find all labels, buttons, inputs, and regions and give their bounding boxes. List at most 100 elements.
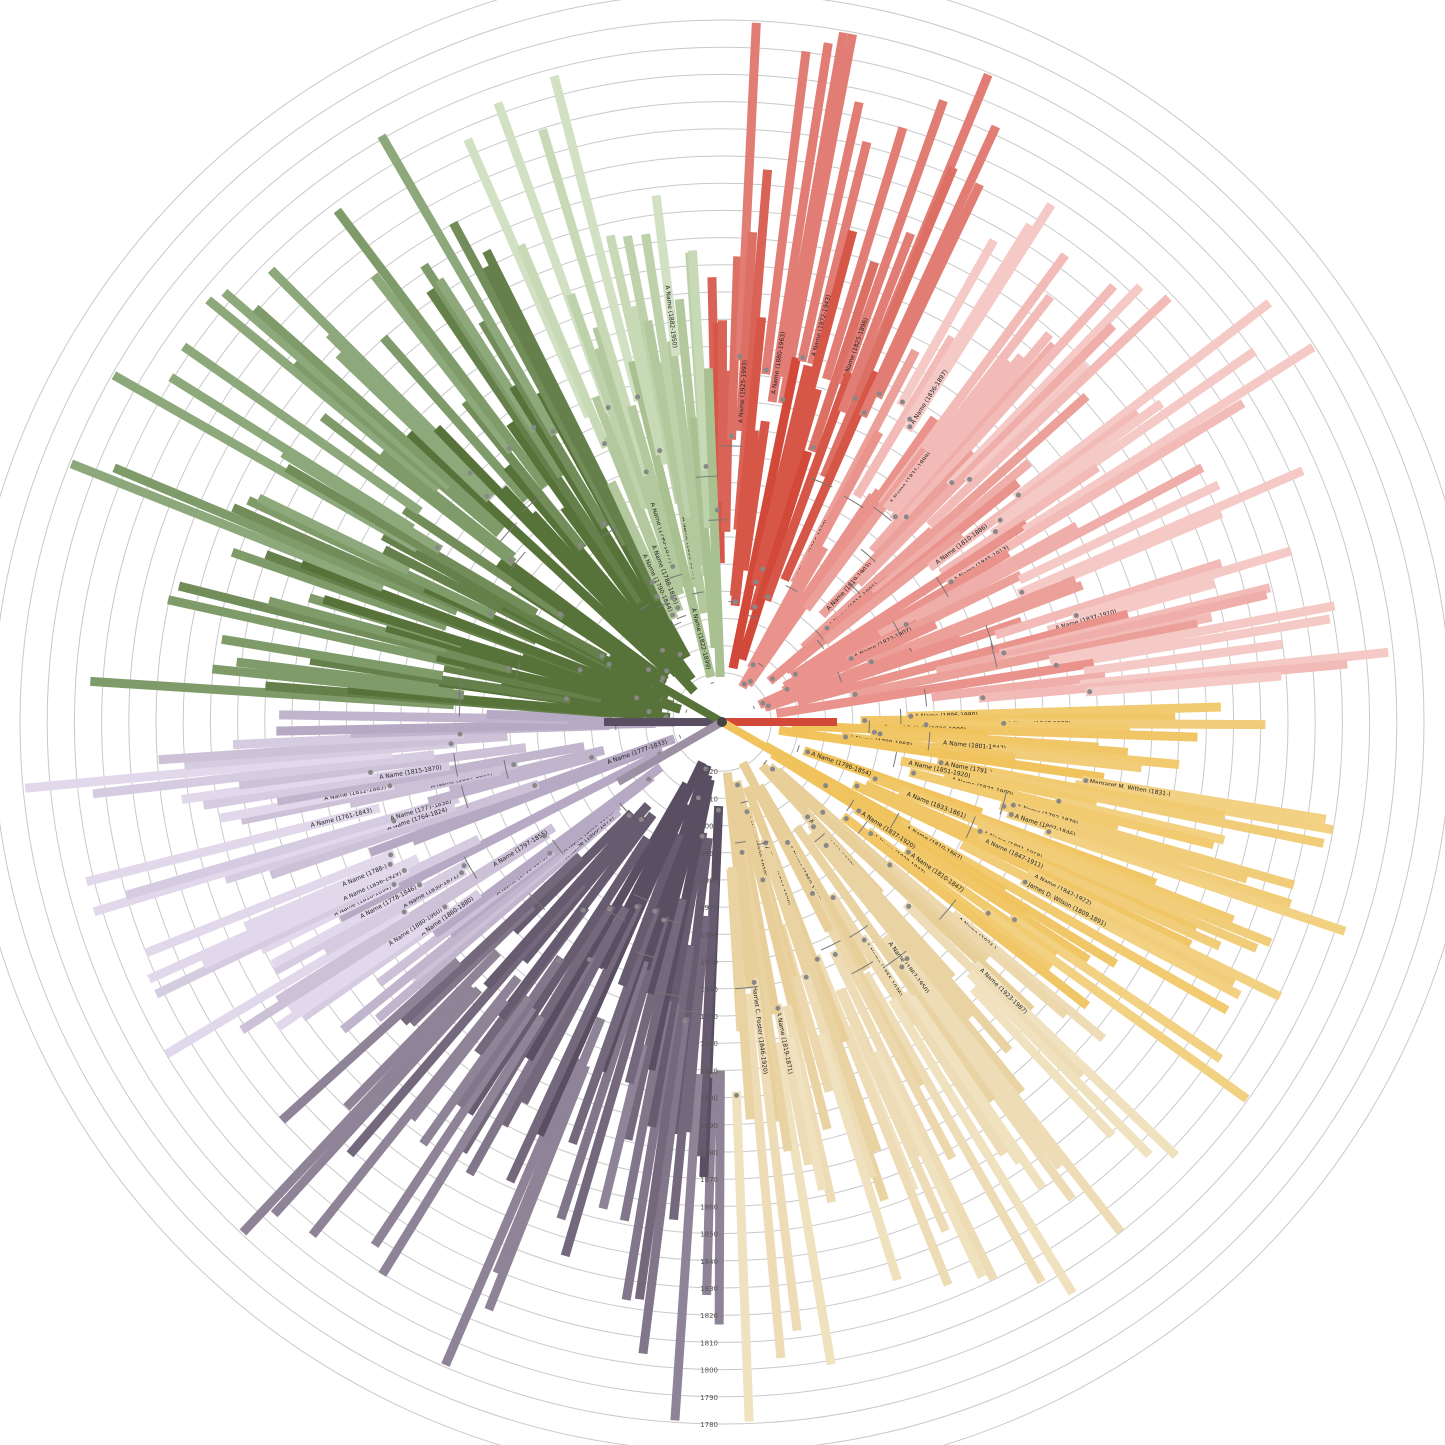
lifespan-bar[interactable] xyxy=(714,1070,725,1325)
lifespan-bar[interactable] xyxy=(516,243,611,450)
lifespan-bar[interactable] xyxy=(627,305,671,466)
lifespan-bar[interactable] xyxy=(815,1032,902,1282)
lifespan-bar[interactable] xyxy=(755,783,871,972)
lifespan-bar[interactable] xyxy=(323,866,468,956)
lifespan-bar[interactable] xyxy=(853,804,1091,964)
lifespan-bar[interactable] xyxy=(762,371,854,603)
lifespan-bar[interactable] xyxy=(221,288,453,491)
lifespan-bar[interactable] xyxy=(506,420,696,683)
lifespan-bar[interactable] xyxy=(737,450,812,661)
lifespan-bar[interactable] xyxy=(897,819,1230,1015)
lifespan-bar[interactable] xyxy=(370,1005,537,1248)
lifespan-bar[interactable] xyxy=(908,767,1120,833)
lifespan-bar[interactable] xyxy=(511,809,636,935)
lifespan-bar[interactable] xyxy=(1083,639,1283,677)
lifespan-bar[interactable] xyxy=(902,900,1085,1081)
lifespan-bar[interactable] xyxy=(1021,343,1316,535)
lifespan-bar[interactable] xyxy=(767,42,833,403)
lifespan-bar[interactable] xyxy=(1071,546,1293,621)
lifespan-bar[interactable] xyxy=(272,859,470,976)
lifespan-bar[interactable] xyxy=(243,858,396,931)
lifespan-bar[interactable] xyxy=(378,449,517,561)
lifespan-bar[interactable] xyxy=(766,763,1035,1014)
lifespan-bar[interactable] xyxy=(726,868,746,1032)
lifespan-bar[interactable] xyxy=(566,292,651,510)
lifespan-bar[interactable] xyxy=(742,993,786,1359)
lifespan-bar[interactable] xyxy=(465,835,651,1116)
lifespan-bar[interactable] xyxy=(112,463,459,616)
lifespan-bar[interactable] xyxy=(426,287,645,605)
lifespan-bar[interactable] xyxy=(900,463,1205,631)
lifespan-bar[interactable] xyxy=(802,446,929,612)
lifespan-bar[interactable] xyxy=(455,954,565,1109)
lifespan-bar[interactable] xyxy=(308,974,522,1239)
lifespan-bar[interactable] xyxy=(959,840,1236,988)
lifespan-bar[interactable] xyxy=(936,757,1226,820)
lifespan-bar[interactable] xyxy=(861,971,1046,1285)
lifespan-bar[interactable] xyxy=(147,854,420,984)
lifespan-bar[interactable] xyxy=(24,748,393,793)
lifespan-bar[interactable] xyxy=(871,459,1033,598)
lifespan-bar[interactable] xyxy=(1012,299,1273,502)
lifespan-bar[interactable] xyxy=(230,547,449,631)
lifespan-bar[interactable] xyxy=(780,370,881,582)
lifespan-bar[interactable] xyxy=(269,779,540,880)
lifespan-bar[interactable] xyxy=(69,459,385,592)
lifespan-bar[interactable] xyxy=(1048,601,1336,665)
lifespan-bar[interactable] xyxy=(483,802,652,990)
lifespan-bar[interactable] xyxy=(811,953,953,1287)
lifespan-bar[interactable] xyxy=(1025,868,1283,1001)
lifespan-bar[interactable] xyxy=(732,800,781,1015)
lifespan-bar[interactable] xyxy=(728,356,801,670)
lifespan-bar[interactable] xyxy=(270,986,483,1218)
lifespan-bar[interactable] xyxy=(858,124,1000,419)
lifespan-bar[interactable] xyxy=(739,420,770,572)
lifespan-bar[interactable] xyxy=(378,1013,545,1277)
lifespan-bar[interactable] xyxy=(1059,509,1224,585)
lifespan-bar[interactable] xyxy=(744,415,939,688)
lifespan-bar[interactable] xyxy=(427,752,597,807)
lifespan-bar[interactable] xyxy=(236,657,455,694)
lifespan-bar[interactable] xyxy=(1016,466,1305,598)
lifespan-bar[interactable] xyxy=(934,737,1180,769)
lifespan-bar[interactable] xyxy=(896,238,998,408)
lifespan-bar[interactable] xyxy=(400,852,584,1026)
lifespan-bar[interactable] xyxy=(945,399,1246,588)
lifespan-bar[interactable] xyxy=(703,368,725,678)
lifespan-bar[interactable] xyxy=(370,272,516,455)
lifespan-bar[interactable] xyxy=(406,429,673,677)
lifespan-bar[interactable] xyxy=(124,794,460,900)
lifespan-bar[interactable] xyxy=(1043,826,1347,936)
lifespan-bar[interactable] xyxy=(872,1049,987,1279)
lifespan-bar[interactable] xyxy=(897,786,1235,925)
lifespan-bar[interactable] xyxy=(966,969,1153,1159)
lifespan-bar[interactable] xyxy=(994,558,1223,640)
lifespan-bar[interactable] xyxy=(617,832,684,988)
lifespan-bar[interactable] xyxy=(761,50,811,375)
lifespan-bar[interactable] xyxy=(221,634,444,681)
lifespan-bar[interactable] xyxy=(855,322,1117,587)
lifespan-bar[interactable] xyxy=(845,571,1023,665)
lifespan-bar[interactable] xyxy=(904,202,1056,433)
lifespan-bar[interactable] xyxy=(524,781,691,1062)
lifespan-bar[interactable] xyxy=(218,780,395,823)
lifespan-bar[interactable] xyxy=(343,949,501,1111)
lifespan-bar[interactable] xyxy=(651,194,681,357)
lifespan-bar[interactable] xyxy=(177,581,513,674)
lifespan-bar[interactable] xyxy=(380,334,530,503)
lifespan-bar[interactable] xyxy=(978,659,1348,703)
lifespan-bar[interactable] xyxy=(721,370,734,532)
lifespan-bar[interactable] xyxy=(994,399,1165,527)
lifespan-bar[interactable] xyxy=(144,849,397,958)
lifespan-bar[interactable] xyxy=(732,779,802,1025)
lifespan-bar[interactable] xyxy=(1051,614,1331,671)
lifespan-bar[interactable] xyxy=(647,831,708,1128)
lifespan-bar[interactable] xyxy=(772,1003,814,1166)
lifespan-bar[interactable] xyxy=(252,304,507,532)
lifespan-bar[interactable] xyxy=(900,989,1024,1166)
lifespan-bar[interactable] xyxy=(274,923,427,1032)
lifespan-bar[interactable] xyxy=(873,182,984,400)
lifespan-bar[interactable] xyxy=(275,823,557,1004)
lifespan-bar[interactable] xyxy=(380,531,608,662)
lifespan-bar[interactable] xyxy=(931,671,1106,702)
